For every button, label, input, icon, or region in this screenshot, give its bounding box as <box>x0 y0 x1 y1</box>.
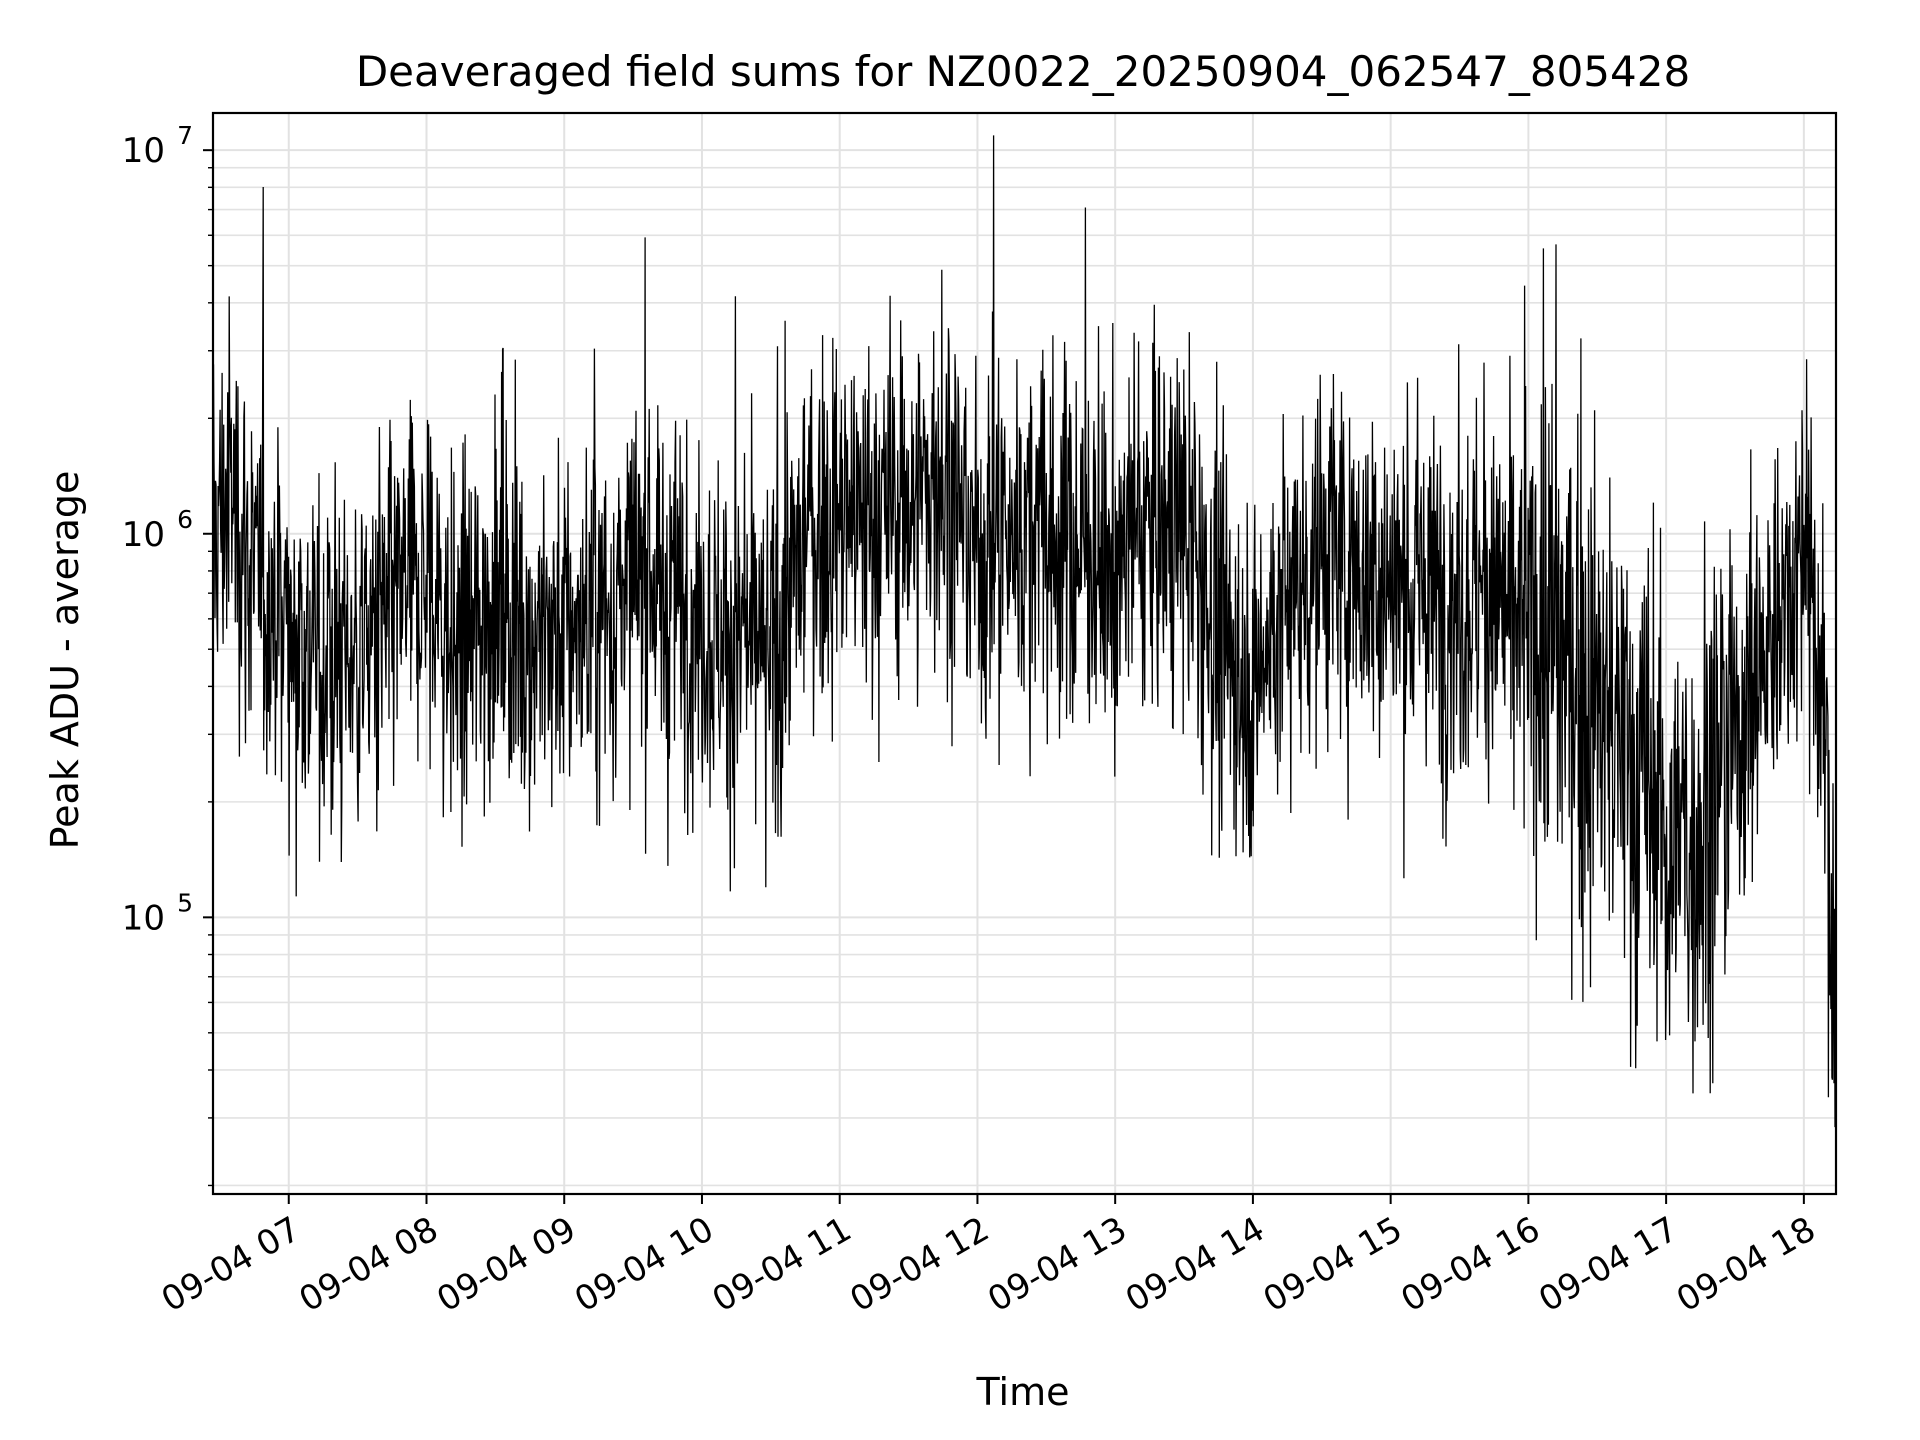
y-tick-label: 10 <box>122 131 165 171</box>
y-tick-exponent: 6 <box>177 505 193 534</box>
chart-title: Deaveraged field sums for NZ0022_2025090… <box>356 47 1690 96</box>
plot-frame <box>211 111 1838 1196</box>
x-tick-label: 09-04 10 <box>568 1209 720 1320</box>
y-tick-label: 10 <box>122 898 165 938</box>
y-axis-label: Peak ADU - average <box>43 471 87 850</box>
x-tick-label: 09-04 13 <box>981 1209 1133 1320</box>
x-tick-label: 09-04 17 <box>1532 1209 1684 1320</box>
y-tick-exponent: 7 <box>177 121 193 150</box>
series-group <box>213 135 1836 1141</box>
x-tick-label: 09-04 14 <box>1119 1209 1271 1320</box>
y-axis: 10 5 10 6 10 7 <box>122 121 213 1187</box>
x-tick-label: 09-04 12 <box>844 1209 996 1320</box>
series-line <box>213 135 1836 1141</box>
y-tick-label: 10 <box>122 515 165 555</box>
x-tick-label: 09-04 11 <box>706 1209 858 1320</box>
x-axis-label: Time <box>976 1370 1070 1414</box>
x-tick-label: 09-04 09 <box>430 1209 582 1320</box>
y-tick-exponent: 5 <box>177 888 193 917</box>
x-tick-label: 09-04 16 <box>1394 1209 1546 1320</box>
x-tick-label: 09-04 18 <box>1670 1209 1822 1320</box>
x-tick-label: 09-04 08 <box>293 1209 445 1320</box>
x-tick-label: 09-04 07 <box>155 1209 307 1320</box>
x-tick-label: 09-04 15 <box>1257 1209 1409 1320</box>
